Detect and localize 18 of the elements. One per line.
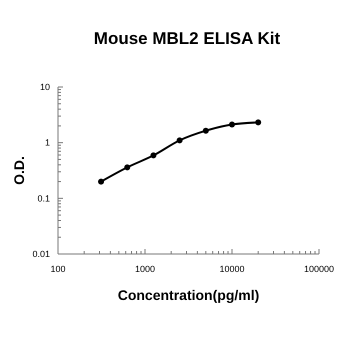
point: [98, 178, 104, 185]
y-axis-title: O.D.: [11, 156, 27, 185]
x-tick-label: 100000: [304, 264, 334, 274]
y-tick-label: 0.1: [37, 193, 50, 204]
y-tick-label: 0.01: [32, 249, 50, 259]
x-axis-title: Concentration(pg/ml): [118, 287, 260, 303]
point: [229, 122, 235, 128]
x-tick-label: 1000: [134, 264, 156, 274]
x-tick-label: 10000: [219, 264, 245, 274]
point: [255, 119, 262, 126]
x-tick-label: 100: [50, 264, 66, 274]
y-tick-label: 10: [40, 82, 50, 92]
point: [150, 152, 156, 158]
y-tick-label: 1: [44, 138, 50, 148]
point: [202, 128, 209, 134]
point: [124, 164, 130, 170]
chart-title: Mouse MBL2 ELISA Kit: [94, 29, 281, 48]
point: [176, 137, 183, 144]
